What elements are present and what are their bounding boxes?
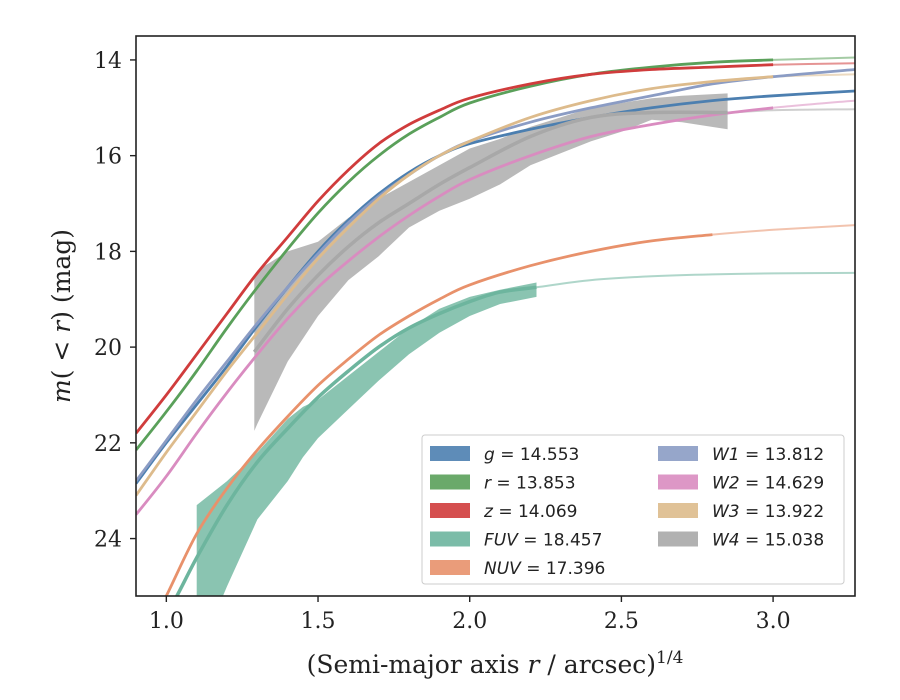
legend-label: r = 13.853 [484,474,576,494]
y-tick-label: 18 [94,240,122,265]
x-tick-label: 1.5 [301,609,336,634]
series-fuv-band [196,282,537,596]
series-fuv-line [174,285,537,596]
legend-label: W2 = 14.629 [712,474,824,494]
legend-item-g: g = 14.553 [430,445,579,465]
legend-swatch [430,560,470,575]
legend-label: z = 14.069 [483,502,577,522]
legend-label: W4 = 15.038 [712,531,824,551]
series-w3-line [136,75,774,497]
y-tick-label: 22 [94,432,122,457]
y-axis-title: m( < r) (mag) [47,229,76,403]
legend-item-z: z = 14.069 [430,502,577,522]
legend-swatch [430,446,470,461]
legend-item-nuv: NUV = 17.396 [430,559,605,579]
x-tick-label: 3.0 [756,609,791,634]
y-tick-label: 14 [94,49,122,74]
series-w2-line [136,106,774,516]
legend-swatch [430,474,470,490]
series-r-model-line [136,56,855,451]
legend-item-w2: W2 = 14.629 [658,474,824,494]
legend-swatch [658,474,698,490]
y-tick-label: 16 [94,145,122,170]
series-w4-line [252,110,728,353]
legend-box [421,434,845,585]
plot-frame [135,35,856,597]
legend-item-w1: W1 = 13.812 [658,445,824,465]
legend-swatch [430,531,470,547]
legend-swatch [658,446,698,461]
legend-swatch [658,531,698,547]
series-z-line [136,63,774,435]
legend-swatch [658,503,698,518]
plot-area [136,56,855,596]
legend-label: W1 = 13.812 [712,445,824,465]
legend-label: NUV = 17.396 [484,559,605,579]
legend-item-r: r = 13.853 [430,474,576,494]
legend-item-w4: W4 = 15.038 [658,531,824,551]
series-z-model-line [136,62,855,434]
y-tick-label: 20 [94,336,122,361]
x-axis-title: (Semi-major axis r / arcsec)1/4 [307,648,684,679]
legend-swatch [430,503,470,518]
legend-label: W3 = 13.922 [712,502,824,522]
y-axis: 14 16 18 20 22 24 [94,49,136,553]
legend-item-w3: W3 = 13.922 [658,502,824,522]
x-tick-label: 1.0 [149,609,184,634]
legend-label: g = 14.553 [484,445,579,465]
y-tick-label: 24 [94,528,122,553]
legend: g = 14.553 r = 13.853 z = 14.069 FUV = 18.4… [421,434,845,585]
series-nuv-line [164,233,713,596]
legend-label: FUV = 18.457 [484,531,602,551]
series-g-line [136,89,855,485]
legend-item-fuv: FUV = 18.457 [430,531,602,551]
x-axis: 1.0 1.5 2.0 2.5 3.0 [149,596,791,634]
x-tick-label: 2.0 [452,609,487,634]
x-tick-label: 2.5 [604,609,639,634]
